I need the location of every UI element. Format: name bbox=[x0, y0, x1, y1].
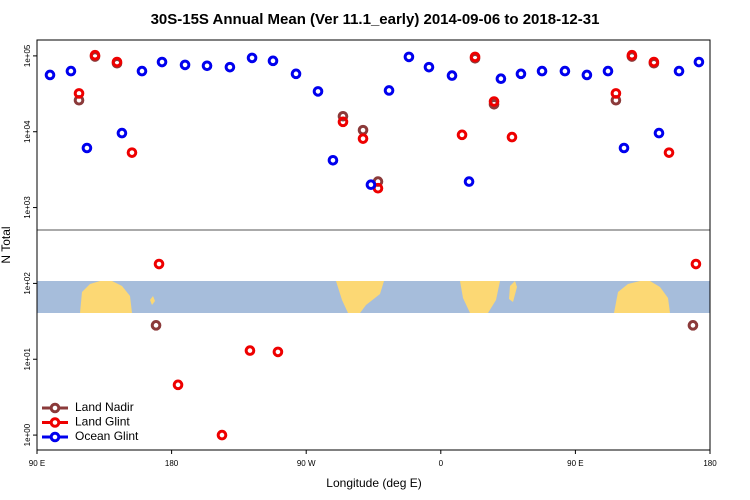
point bbox=[73, 88, 85, 99]
point bbox=[663, 147, 675, 158]
point bbox=[65, 65, 77, 77]
x-tick-label: 180 bbox=[703, 459, 717, 468]
point bbox=[327, 155, 339, 166]
point bbox=[267, 55, 279, 67]
point bbox=[618, 142, 630, 154]
x-tick-label: 180 bbox=[165, 459, 179, 468]
point bbox=[602, 65, 614, 77]
y-tick-label: 1e+00 bbox=[23, 423, 32, 446]
plot-frame bbox=[36, 39, 711, 451]
point bbox=[648, 56, 660, 68]
legend-label: Land Nadir bbox=[75, 400, 134, 414]
point bbox=[423, 61, 435, 73]
point bbox=[559, 65, 571, 77]
point bbox=[312, 86, 324, 97]
legend-label: Land Glint bbox=[75, 415, 130, 429]
x-axis-label: Longitude (deg E) bbox=[326, 476, 421, 490]
point bbox=[290, 68, 302, 80]
point bbox=[136, 65, 148, 77]
legend-marker bbox=[49, 431, 61, 443]
point bbox=[463, 176, 475, 187]
point bbox=[111, 56, 123, 68]
point bbox=[357, 124, 369, 136]
map-strip bbox=[37, 281, 710, 313]
point bbox=[506, 131, 518, 143]
point bbox=[337, 110, 349, 122]
point bbox=[153, 258, 165, 270]
x-tick-label: 0 bbox=[439, 459, 444, 468]
point bbox=[244, 345, 256, 356]
legend-label: Ocean Glint bbox=[75, 429, 139, 443]
point bbox=[581, 69, 593, 81]
point bbox=[495, 73, 507, 85]
point bbox=[446, 70, 458, 81]
legend-marker bbox=[49, 417, 61, 428]
legend-marker bbox=[49, 402, 61, 414]
point bbox=[272, 346, 284, 358]
x-tick-label: 90 W bbox=[297, 459, 316, 468]
point bbox=[150, 320, 162, 331]
point bbox=[172, 379, 184, 391]
y-tick-label: 1e+03 bbox=[23, 196, 32, 219]
y-axis-label: N Total bbox=[0, 226, 13, 263]
point bbox=[116, 127, 128, 139]
point bbox=[673, 65, 685, 77]
point bbox=[693, 56, 705, 68]
point bbox=[44, 69, 56, 81]
point bbox=[383, 85, 395, 96]
y-tick-label: 1e+04 bbox=[23, 120, 32, 143]
point bbox=[536, 65, 548, 77]
point bbox=[687, 320, 699, 331]
point bbox=[365, 179, 377, 191]
point bbox=[515, 68, 527, 80]
point bbox=[357, 133, 369, 144]
point bbox=[201, 60, 213, 72]
y-tick-label: 1e+02 bbox=[23, 272, 32, 295]
point bbox=[126, 147, 138, 158]
point bbox=[246, 52, 258, 64]
point bbox=[81, 142, 93, 154]
point bbox=[179, 59, 191, 71]
point bbox=[469, 51, 481, 63]
point bbox=[488, 96, 500, 107]
point bbox=[456, 129, 468, 141]
point bbox=[89, 49, 101, 61]
chart-title: 30S-15S Annual Mean (Ver 11.1_early) 201… bbox=[151, 11, 600, 28]
point bbox=[337, 116, 349, 128]
point bbox=[626, 49, 638, 61]
point bbox=[653, 127, 665, 139]
point bbox=[216, 429, 228, 441]
point bbox=[610, 88, 622, 99]
x-tick-label: 90 E bbox=[29, 459, 45, 468]
point bbox=[403, 51, 415, 63]
y-tick-label: 1e+05 bbox=[23, 44, 32, 67]
y-tick-label: 1e+01 bbox=[23, 347, 32, 370]
point bbox=[690, 258, 702, 270]
x-tick-label: 90 E bbox=[567, 459, 583, 468]
point bbox=[156, 56, 168, 68]
point bbox=[224, 61, 236, 73]
